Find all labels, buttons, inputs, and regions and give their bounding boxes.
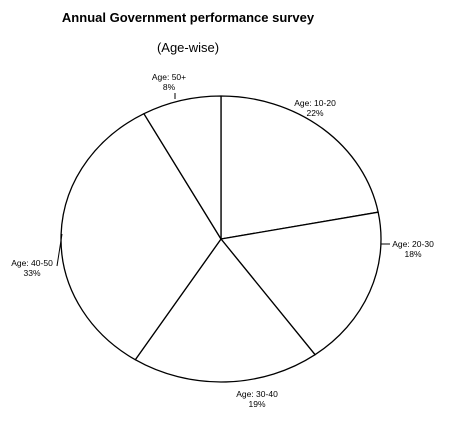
pie-slice-age-50 <box>143 95 222 240</box>
slice-value-label: 8% <box>163 82 176 92</box>
pie-slices <box>60 95 382 383</box>
leader-line <box>56 233 63 267</box>
leader-lines <box>56 93 390 267</box>
slice-label: Age: 30-40 <box>236 389 278 399</box>
slice-value-label: 22% <box>306 108 323 118</box>
pie-slice-age-30-40 <box>134 238 316 383</box>
slice-value-label: 33% <box>23 268 40 278</box>
chart-subtitle: (Age-wise) <box>156 40 220 55</box>
slice-label: Age: 50+ <box>152 72 186 82</box>
slice-label: Age: 40-50 <box>11 258 53 268</box>
pie-slice-age-10-20 <box>220 95 379 240</box>
pie-slice-age-20-30 <box>220 211 382 356</box>
slice-value-label: 18% <box>404 249 421 259</box>
slice-label: Age: 10-20 <box>294 98 336 108</box>
chart-title: Annual Government performance survey <box>61 10 315 25</box>
slice-label: Age: 20-30 <box>392 239 434 249</box>
slice-value-label: 19% <box>248 399 265 409</box>
